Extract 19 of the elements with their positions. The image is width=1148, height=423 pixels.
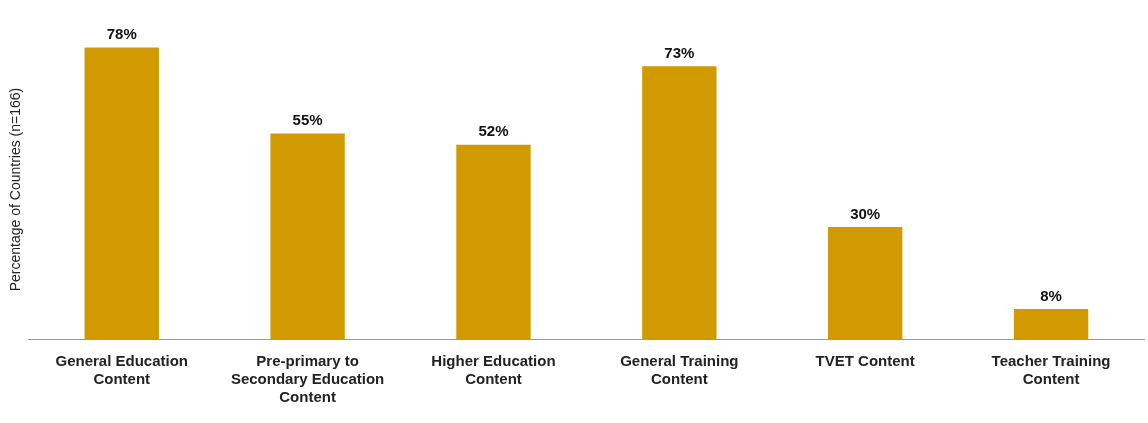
data-label: 73% (664, 43, 695, 61)
data-label: 30% (850, 204, 881, 222)
x-tick-label: General Education Content (55, 352, 189, 388)
bar (84, 47, 159, 339)
data-label: 52% (478, 122, 509, 140)
x-tick-label: TVET Content (815, 352, 915, 370)
x-tick-label: Pre-primary to Secondary Education Content (230, 352, 385, 406)
bar (456, 144, 531, 339)
data-label: 55% (292, 111, 323, 129)
bar (270, 133, 345, 339)
data-label: 78% (106, 25, 137, 43)
y-axis-title: Percentage of Countries (n=166) (7, 87, 24, 292)
x-tick-label: Teacher Training Content (991, 352, 1111, 388)
x-tick-label: General Training Content (620, 352, 739, 388)
data-label: 8% (1040, 286, 1062, 304)
bar (828, 226, 903, 339)
bar (1013, 309, 1089, 339)
bar (642, 66, 717, 339)
x-tick-label: Higher Education Content (431, 352, 556, 388)
